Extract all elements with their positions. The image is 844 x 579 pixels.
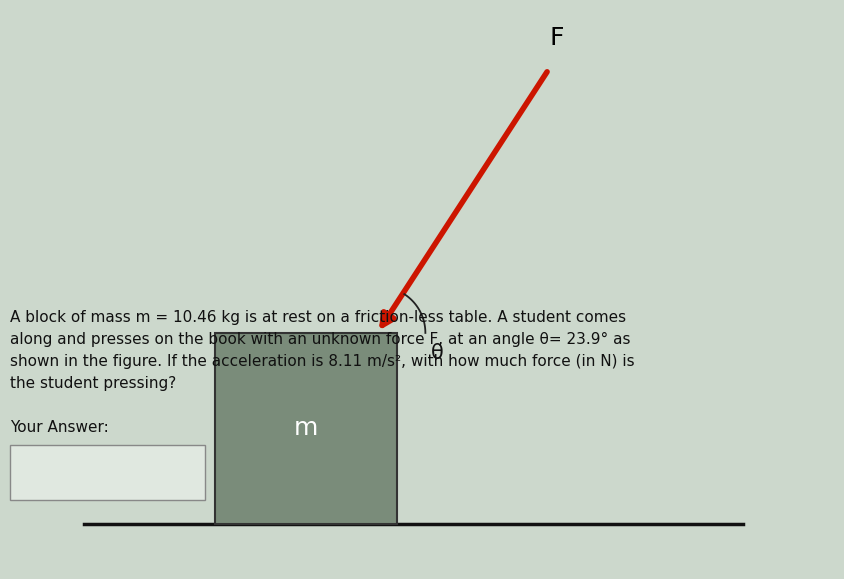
Text: shown in the figure. If the acceleration is 8.11 m/s², with how much force (in N: shown in the figure. If the acceleration… — [10, 354, 635, 369]
Text: m: m — [294, 416, 318, 441]
Text: Your Answer:: Your Answer: — [10, 420, 109, 435]
Text: F: F — [549, 25, 565, 50]
Text: θ: θ — [430, 343, 443, 363]
Bar — [10, 445, 205, 500]
Text: A block of mass m = 10.46 kg is at rest on a friction-less table. A student come: A block of mass m = 10.46 kg is at rest … — [10, 310, 626, 325]
Bar — [215, 333, 397, 524]
Text: along and presses on the book with an unknown force F, at an angle θ= 23.9° as: along and presses on the book with an un… — [10, 332, 630, 347]
Text: the student pressing?: the student pressing? — [10, 376, 176, 391]
